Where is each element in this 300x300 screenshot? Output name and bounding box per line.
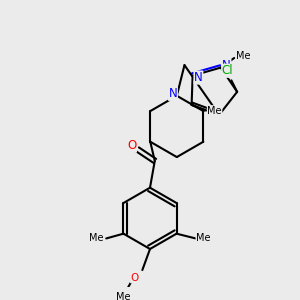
Text: Me: Me xyxy=(207,106,222,116)
Text: Me: Me xyxy=(236,51,251,61)
Text: O: O xyxy=(130,273,139,283)
Text: Cl: Cl xyxy=(222,64,233,77)
Text: N: N xyxy=(222,59,231,72)
Text: Me: Me xyxy=(89,233,104,244)
Text: N: N xyxy=(194,71,203,84)
Text: Me: Me xyxy=(196,233,211,244)
Text: N: N xyxy=(169,87,177,101)
Text: O: O xyxy=(127,139,136,152)
Text: Me: Me xyxy=(116,292,130,300)
